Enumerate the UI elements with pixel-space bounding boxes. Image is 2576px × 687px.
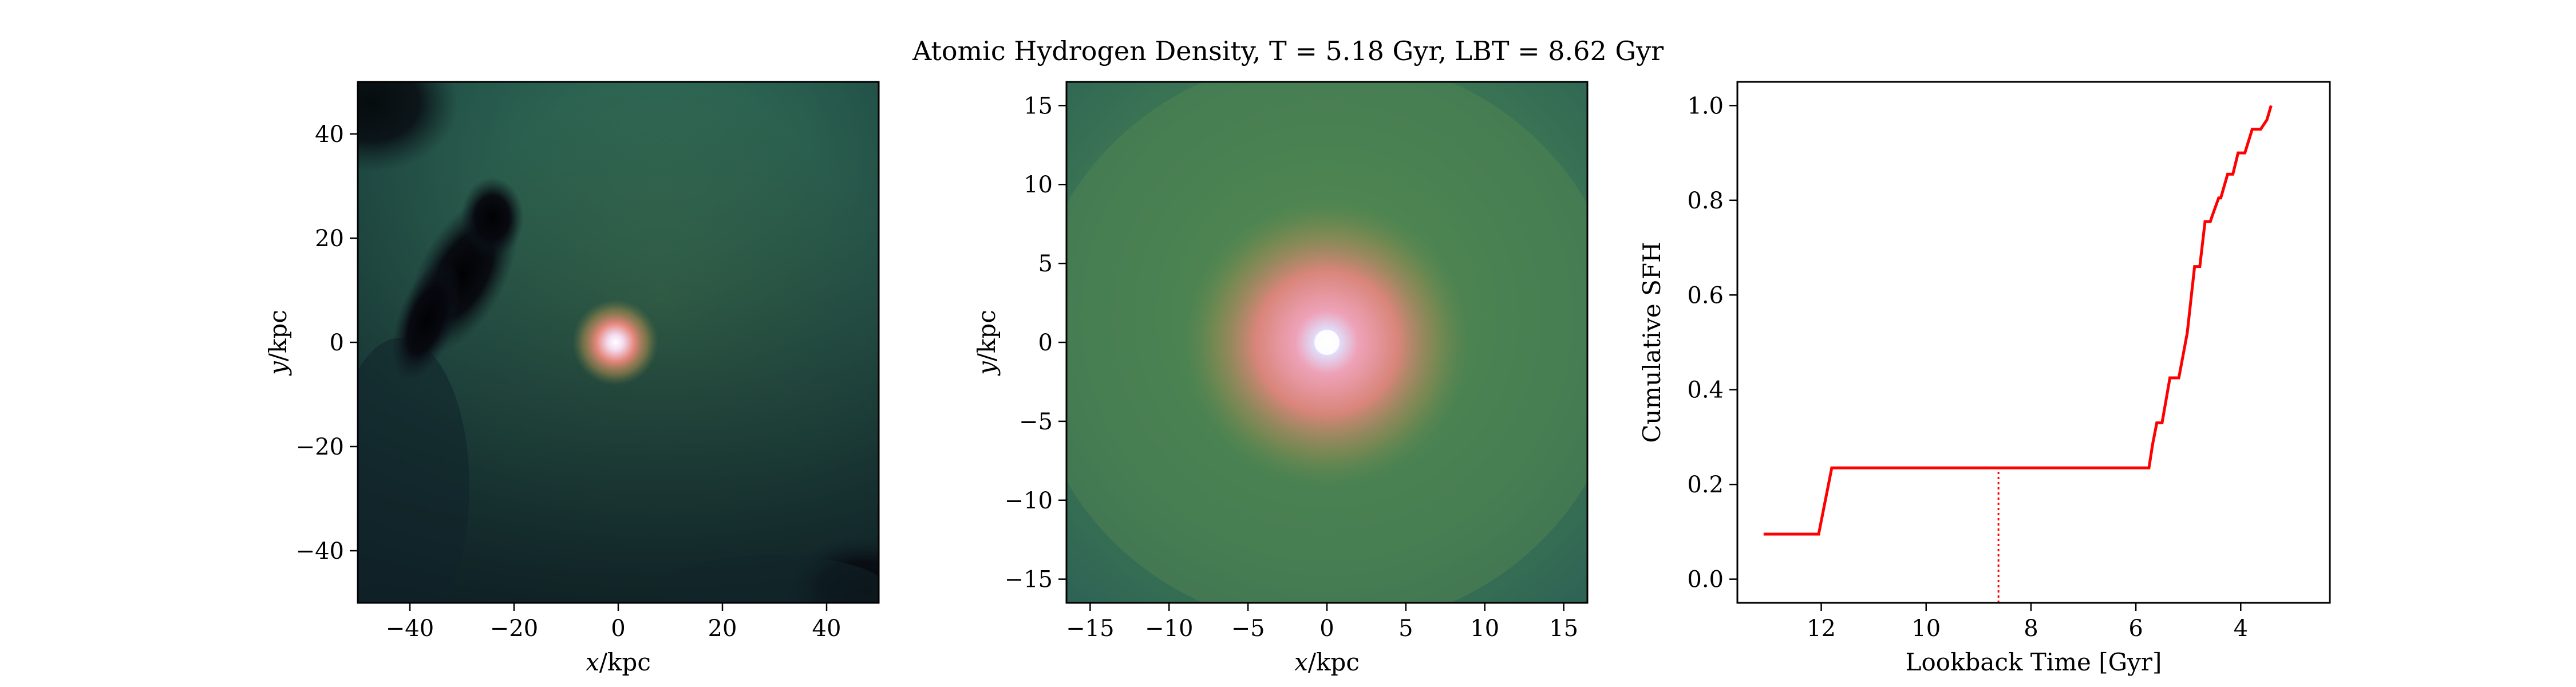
panel-2-y-axis-label: y/kpc [973,310,1001,376]
panel-3-x-tick-label: 10 [1911,615,1941,642]
panel-3-y-tick-label: 0.4 [1687,377,1724,404]
panel-3-y-tick-label: 0.8 [1687,188,1724,214]
panel-2-y-tick-label: 15 [1024,93,1053,119]
panel-1-y-axis-label: y/kpc [264,310,292,376]
panel-2-x-tick-label: 0 [1319,615,1334,642]
panel-1-heatmap [358,82,879,603]
low-density-void [392,177,524,381]
panel-2-x-tick-label: −15 [1066,615,1114,642]
panel-3-x-tick-label: 6 [2128,615,2143,642]
panel-2-y-tick-label: −10 [1005,488,1053,514]
panel-1-y-tick-label: 40 [315,121,344,148]
panel-2-y-tick-label: 0 [1038,330,1053,356]
panel-2-x-tick-label: 15 [1549,615,1578,642]
sfh-series-line-1 [1763,105,2273,536]
panel-3-x-axis-label: Lookback Time [Gyr] [1906,648,2162,676]
hi-core-1 [572,299,658,385]
panel-1-x-tick-label: 0 [611,615,625,642]
panel-3-x-tick-label: 8 [2024,615,2038,642]
panel-2-y-tick-label: 5 [1038,251,1053,277]
panel-3-y-tick-label: 0.2 [1687,472,1724,498]
panel-1-y-tick-label: 20 [315,226,344,252]
panel-3-y-tick-label: 0.6 [1687,282,1724,309]
panel-3-x-tick-label: 12 [1807,615,1836,642]
panel-2-heatmap [1066,82,1587,603]
panel-3-y-tick-label: 1.0 [1687,93,1724,119]
panel-2-x-axis-label: x/kpc [1294,648,1360,676]
panel-3-frame [1736,81,2331,604]
panel-3-x-tick-label: 4 [2234,615,2248,642]
panel-2-x-tick-label: −10 [1145,615,1193,642]
panel-1-y-tick-label: −40 [296,538,344,564]
panel-2-y-tick-label: −15 [1005,567,1053,593]
figure-title: Atomic Hydrogen Density, T = 5.18 Gyr, L… [912,35,1664,66]
panel-1-x-tick-label: 40 [812,615,841,642]
panel-1-x-tick-label: 20 [708,615,737,642]
panel-1-y-tick-label: 0 [330,330,344,356]
panel-2-x-tick-label: 5 [1398,615,1413,642]
panel-1-x-tick-label: −20 [490,615,538,642]
panel-2-x-tick-label: −5 [1231,615,1265,642]
panel-2-y-tick-label: −5 [1019,409,1053,435]
panel-3-y-tick-label: 0.0 [1687,567,1724,593]
panel-1-y-tick-label: −20 [296,434,344,460]
panel-2-x-tick-label: 10 [1470,615,1499,642]
panel-1-x-axis-label: x/kpc [586,648,651,676]
panel-3-y-axis-label: Cumulative SFH [1638,242,1666,443]
panel-1-x-tick-label: −40 [386,615,434,642]
panel-2-y-tick-label: 10 [1024,172,1053,198]
